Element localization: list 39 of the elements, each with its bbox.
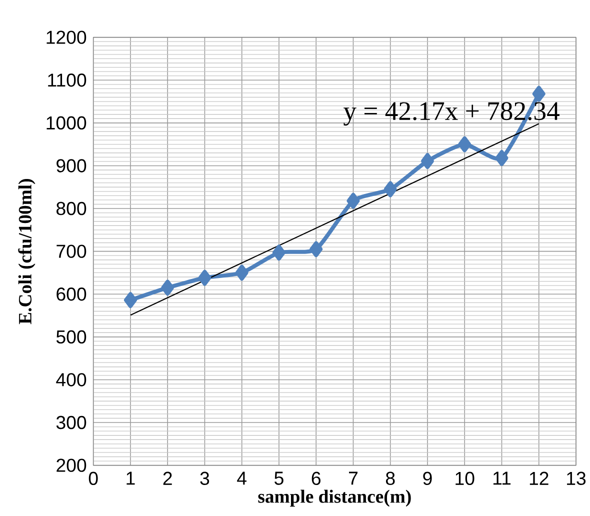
y-tick-label: 500: [56, 330, 86, 344]
y-tick-label: 200: [56, 458, 86, 472]
x-tick-label: 0: [88, 472, 98, 486]
point: [458, 136, 472, 152]
point: [310, 241, 323, 258]
x-tick-label: 6: [312, 472, 320, 486]
y-tick-label: 600: [56, 288, 86, 301]
point: [272, 244, 286, 261]
x-tick-label: 9: [423, 472, 432, 486]
x-tick-label: 2: [163, 472, 172, 485]
point: [346, 192, 360, 209]
x-tick-label: 3: [200, 472, 210, 486]
point: [235, 264, 248, 281]
point: [124, 292, 137, 308]
y-tick-label: 900: [56, 159, 86, 172]
y-tick-label: 1200: [46, 30, 86, 44]
point: [198, 270, 212, 286]
x-tick-label: 12: [530, 472, 548, 485]
x-tick-label: 13: [567, 472, 586, 486]
point: [161, 280, 174, 296]
x-tick-label: 11: [493, 472, 511, 485]
y-tick-label: 700: [56, 244, 86, 258]
x-tick-label: 10: [456, 472, 474, 486]
x-tick-label: 5: [274, 472, 284, 485]
x-tick-label: 4: [237, 472, 246, 485]
point: [495, 150, 508, 166]
y-tick-label: 1100: [48, 74, 86, 87]
point: [420, 153, 434, 170]
y-tick-label: 1000: [46, 116, 86, 130]
x-axis-title: sample distance(m): [258, 490, 411, 507]
x-tick-label: 1: [126, 472, 135, 485]
y-tick-label: 400: [56, 373, 86, 386]
x-tick-label: 8: [386, 472, 395, 486]
y-tick-label: 800: [56, 202, 86, 216]
x-tick-label: 7: [349, 472, 358, 485]
point: [384, 181, 397, 198]
point: [532, 86, 546, 102]
y-axis-title: E.Coli (cfu/100ml): [18, 179, 36, 324]
y-tick-label: 300: [56, 416, 86, 430]
